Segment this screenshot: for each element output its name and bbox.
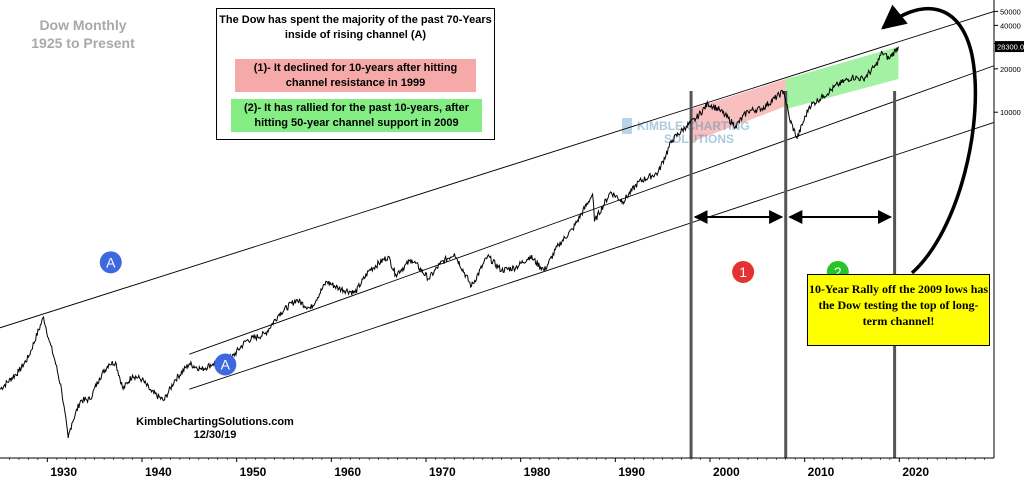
curved-arrow-to-top: [881, 4, 978, 275]
x-tick-label-2020: 2020: [902, 465, 929, 479]
note-point-1: (1)- It declined for 10-years after hitt…: [235, 59, 476, 92]
marker-label-A: A: [221, 357, 231, 373]
watermark-line2: SOLUTIONS: [664, 132, 734, 146]
note-point-2: (2)- It has rallied for the past 10-year…: [231, 99, 482, 132]
marker-A: [99, 251, 122, 274]
kimble-watermark: KIMBLE CHARTING SOLUTIONS: [622, 118, 750, 146]
x-tick-label-2000: 2000: [713, 465, 740, 479]
price-line-0: [0, 46, 899, 439]
x-tick-label-2010: 2010: [808, 465, 835, 479]
y-tick-label-20000: 20000: [1000, 65, 1021, 74]
zone-2: [785, 46, 899, 110]
credit-block: KimbleChartingSolutions.com 12/30/19: [130, 416, 300, 442]
channel-markers: A A 1 2: [99, 251, 849, 376]
marker-label-2: 2: [834, 264, 842, 280]
note-box: The Dow has spent the majority of the pa…: [216, 8, 495, 140]
chart-title-line2: 1925 to Present: [31, 35, 135, 51]
zone-1: [691, 78, 786, 143]
x-tick-label-1930: 1930: [50, 465, 77, 479]
marker-label-A: A: [106, 254, 116, 270]
credit-date: 12/30/19: [193, 429, 237, 441]
marker-1: [732, 260, 755, 283]
chart-title-line1: Dow Monthly: [39, 17, 127, 33]
y-tick-label-10000: 10000: [1000, 108, 1021, 117]
note-heading: The Dow has spent the majority of the pa…: [219, 14, 492, 41]
credit-site: KimbleChartingSolutions.com: [136, 416, 294, 428]
callout-box: 10-Year Rally off the 2009 lows has the …: [807, 274, 990, 346]
chart-title: Dow Monthly 1925 to Present: [8, 16, 158, 52]
y-tick-label-40000: 40000: [1000, 21, 1021, 30]
x-tick-label-1960: 1960: [334, 465, 361, 479]
x-tick-label-1980: 1980: [524, 465, 551, 479]
watermark-logo-mark: [622, 118, 632, 134]
channel-line-lower: [189, 121, 995, 390]
last-price-tag: [995, 41, 1024, 53]
watermark-line1: KIMBLE CHARTING: [637, 119, 750, 133]
channel-line-upper: [0, 10, 995, 329]
marker-A: [214, 353, 237, 376]
x-tick-label-1950: 1950: [240, 465, 267, 479]
x-tick-label-1940: 1940: [145, 465, 172, 479]
channel-lines: [0, 10, 995, 390]
dow-price-series: [0, 46, 899, 439]
x-tick-label-1970: 1970: [429, 465, 456, 479]
zones-layer: [691, 46, 899, 143]
channel-line-middle: [189, 65, 995, 355]
x-tick-label-1990: 1990: [618, 465, 645, 479]
last-price-label: 28300.0: [997, 43, 1024, 52]
y-tick-label-50000: 50000: [1000, 7, 1021, 16]
marker-label-1: 1: [739, 264, 747, 280]
